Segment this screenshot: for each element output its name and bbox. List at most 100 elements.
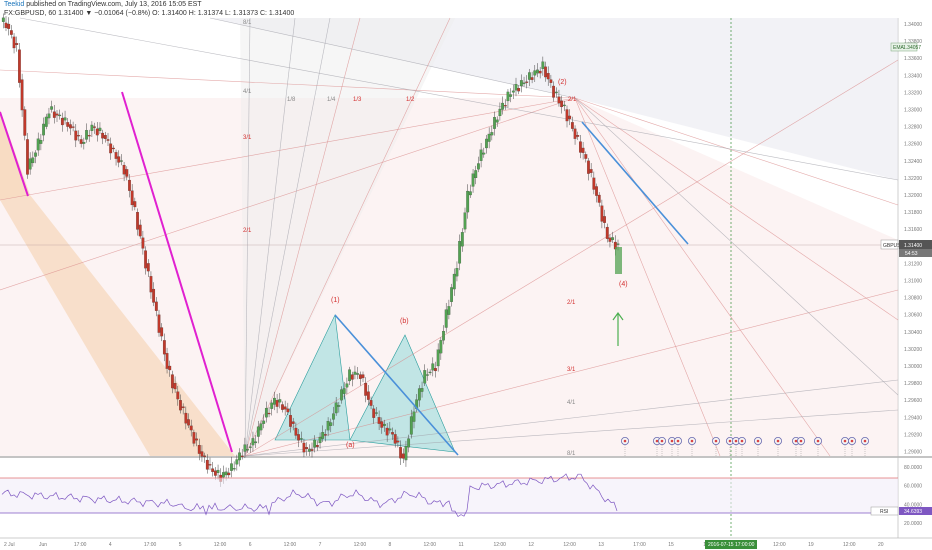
target-zone <box>615 247 622 274</box>
candle <box>302 442 306 453</box>
candle <box>101 132 105 139</box>
time-tick: 12 <box>528 542 534 548</box>
candle <box>315 444 319 447</box>
candle <box>348 369 351 382</box>
economic-events[interactable] <box>621 436 870 456</box>
author-name[interactable]: Teekid <box>4 1 25 8</box>
time-tick: 12:00 <box>424 542 437 548</box>
candle <box>509 94 513 97</box>
price-tick: 1.29200 <box>904 432 922 438</box>
candle <box>326 420 330 431</box>
candle <box>66 122 70 127</box>
candle <box>211 468 215 472</box>
fan-lines-grey <box>19 17 899 457</box>
candle <box>144 250 147 269</box>
candle <box>63 117 67 121</box>
fan-region-lower <box>0 98 898 456</box>
candle <box>26 139 29 175</box>
ema-value: 1.34057 <box>903 45 921 51</box>
candle <box>230 463 233 471</box>
ema-tag <box>890 42 918 52</box>
candle <box>528 72 531 80</box>
event-flag-icon <box>863 439 867 443</box>
candle <box>364 383 368 396</box>
candle <box>493 117 496 129</box>
candle <box>50 106 54 110</box>
candle <box>562 104 566 107</box>
candle <box>581 147 585 153</box>
candle <box>203 455 207 457</box>
candle <box>388 428 392 431</box>
candle <box>195 438 198 441</box>
fan-label: 3/1 <box>567 367 576 373</box>
price-tick: 1.32400 <box>904 159 922 165</box>
rsi-axis[interactable]: 80.0000 60.0000 40.0000 20.0000 <box>904 465 922 527</box>
candle <box>557 96 561 104</box>
cursor-time-value: 2016-07-15 17:00:00 <box>708 542 755 548</box>
symbol-info: FX:GBPUSD, 60 1.31400 ▼ −0.01064 (−0.8%)… <box>4 10 295 17</box>
candle <box>611 237 615 240</box>
candle <box>109 143 113 154</box>
candle <box>34 152 37 157</box>
candle <box>587 160 590 174</box>
price-tick: 1.32800 <box>904 125 922 131</box>
candle <box>254 441 258 444</box>
price-tick: 1.29000 <box>904 450 922 456</box>
candle <box>495 119 499 123</box>
candle <box>458 241 462 264</box>
candle <box>436 349 440 367</box>
time-tick: 12:00 <box>284 542 297 548</box>
wave-label-a: (a) <box>346 442 355 449</box>
price-tag <box>899 240 932 249</box>
candle <box>428 371 432 374</box>
candle <box>12 36 16 49</box>
fan-label: 2/1 <box>243 228 252 234</box>
price-tick: 1.33800 <box>904 39 922 45</box>
price-axis[interactable]: 1.34000 1.33800 1.33600 1.33400 1.33200 1.330… <box>904 22 922 456</box>
event-flag-icon <box>670 439 674 443</box>
magenta-line-2 <box>121 91 233 453</box>
candle <box>136 212 139 230</box>
event-flag-icon <box>690 439 694 443</box>
time-tick: 17:00 <box>74 542 87 548</box>
candle <box>95 128 99 136</box>
fan-label: 8/1 <box>567 451 576 457</box>
ema-label: EMA <box>893 45 905 51</box>
candle <box>259 423 263 431</box>
price-tick: 1.34000 <box>904 22 922 28</box>
candle <box>93 126 96 128</box>
candle <box>286 408 290 413</box>
candle <box>138 224 142 237</box>
rsi-band <box>0 478 898 513</box>
countdown-value: 54:53 <box>905 251 918 257</box>
candle <box>264 407 268 418</box>
candle <box>313 439 317 448</box>
cursor-time-tag <box>705 540 757 549</box>
candle <box>375 412 378 414</box>
candle <box>423 370 427 384</box>
candle <box>468 191 472 196</box>
candle <box>589 169 593 173</box>
candle <box>154 301 158 311</box>
candle <box>273 397 276 405</box>
candle <box>511 90 515 93</box>
candle <box>377 417 381 424</box>
candle <box>173 383 177 390</box>
candle <box>4 22 8 29</box>
candle <box>332 413 335 420</box>
candle <box>353 371 357 375</box>
candle <box>262 420 266 424</box>
candle <box>157 314 161 333</box>
candle <box>310 449 314 451</box>
time-tick: Jun <box>39 542 47 548</box>
fan-label: 4/1 <box>243 89 252 95</box>
publish-info: Teekid published on TradingView.com, Jul… <box>4 1 202 9</box>
candle <box>366 391 370 400</box>
fan-region-upper <box>210 18 898 180</box>
candle <box>479 149 483 161</box>
fan-label: 2/1 <box>568 97 577 103</box>
candle <box>189 425 193 431</box>
event-flag-icon <box>655 439 659 443</box>
candle <box>251 438 255 446</box>
